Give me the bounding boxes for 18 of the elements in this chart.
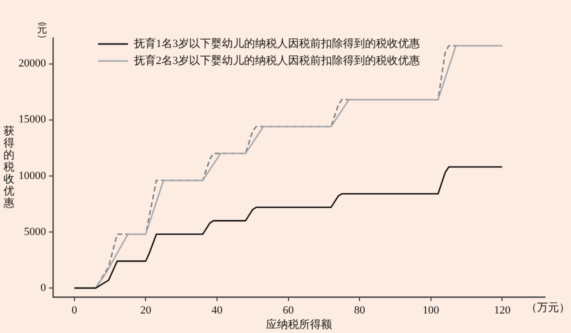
legend-label: 抚育2名3岁以下婴幼儿的纳税人因税前扣除得到的税收优惠 <box>133 54 420 67</box>
legend-label: 抚育1名3岁以下婴幼儿的纳税人因税前扣除得到的税收优惠 <box>133 36 420 50</box>
y-tick-label: 0 <box>40 282 46 294</box>
x-tick-label: 120 <box>494 304 511 316</box>
y-tick-label: 15000 <box>18 114 46 126</box>
y-axis-title: 获得的税收优惠 <box>2 124 14 210</box>
x-tick-label: 100 <box>422 304 440 316</box>
y-tick-label: 10000 <box>18 170 46 182</box>
x-axis-title: 应纳税所得额 <box>266 318 332 331</box>
x-tick-label: 20 <box>140 304 152 316</box>
text: （元） <box>36 16 48 44</box>
x-tick-label: 60 <box>282 304 294 316</box>
y-tick-label: 20000 <box>18 58 46 70</box>
x-tick-label: 40 <box>212 304 223 316</box>
x-tick-label: 80 <box>354 304 366 316</box>
text: （万元） <box>526 302 570 314</box>
x-tick-label: 0 <box>72 304 78 316</box>
y-tick-label: 5000 <box>24 226 46 238</box>
